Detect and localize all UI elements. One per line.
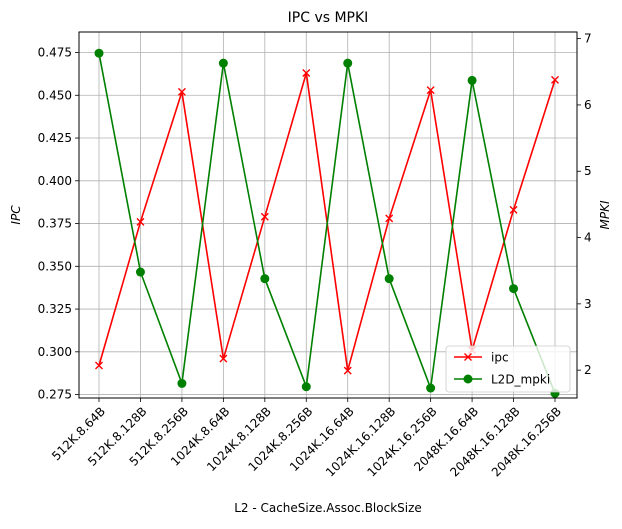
y2-tick-label: 2 xyxy=(584,363,592,377)
y-tick-label: 0.400 xyxy=(38,174,72,188)
y-tick-label: 0.475 xyxy=(38,46,72,60)
mpki-data-point xyxy=(343,58,353,68)
ipc-data-point xyxy=(343,366,352,375)
y-tick-label: 0.450 xyxy=(38,88,72,102)
y-tick-label: 0.325 xyxy=(38,302,72,316)
series-layer xyxy=(94,48,560,398)
left-axis: 0.275 0.300 0.325 0.350 0.375 0.400 0.425 0.450… xyxy=(38,46,79,402)
y-tick-label: 0.275 xyxy=(38,388,72,402)
legend-mpki-marker xyxy=(463,374,473,384)
mpki-data-point xyxy=(94,48,104,58)
mpki-data-point xyxy=(426,383,436,393)
legend: ipc L2D_mpki xyxy=(445,345,571,393)
mpki-data-point xyxy=(301,382,311,392)
x-axis-label: L2 - CacheSize.Assoc.BlockSize xyxy=(234,501,422,515)
ipc-data-point xyxy=(551,75,559,84)
ipc-data-point xyxy=(509,205,518,214)
chart-title: IPC vs MPKI xyxy=(288,10,369,26)
y-axis-label: IPC xyxy=(9,205,23,225)
plot-frame xyxy=(78,31,578,399)
mpki-data-point xyxy=(260,274,270,284)
y2-tick-label: 5 xyxy=(584,164,592,178)
mpki-data-point xyxy=(218,58,228,68)
y-tick-label: 0.425 xyxy=(38,131,72,145)
y2-tick-label: 3 xyxy=(584,297,592,311)
right-axis: 2 3 4 5 6 7 xyxy=(577,32,592,377)
legend-mpki-label: L2D_mpki xyxy=(491,373,550,387)
mpki-series-line xyxy=(98,53,556,394)
ipc-data-point xyxy=(260,212,269,221)
y2-tick-label: 6 xyxy=(584,98,592,112)
mpki-data-point xyxy=(177,378,187,388)
ipc-data-point xyxy=(426,86,435,95)
mpki-data-point xyxy=(509,284,519,294)
legend-ipc-label: ipc xyxy=(491,351,509,365)
ipc-data-point xyxy=(219,354,228,363)
mpki-data-point xyxy=(467,75,477,85)
y2-tick-label: 7 xyxy=(584,32,592,46)
y2-tick-label: 4 xyxy=(584,231,592,245)
legend-ipc-marker xyxy=(464,353,472,361)
y-tick-label: 0.375 xyxy=(38,217,72,231)
ipc-data-point xyxy=(385,214,394,223)
y-tick-label: 0.300 xyxy=(38,345,72,359)
ipc-data-point xyxy=(95,361,103,370)
ipc-data-point xyxy=(136,217,145,226)
y2-axis-label: MPKI xyxy=(598,200,612,229)
mpki-data-point xyxy=(135,267,145,277)
ipc-data-point xyxy=(302,69,311,78)
y-tick-label: 0.350 xyxy=(38,259,72,273)
mpki-data-point xyxy=(384,274,394,284)
ipc-data-point xyxy=(177,87,186,96)
